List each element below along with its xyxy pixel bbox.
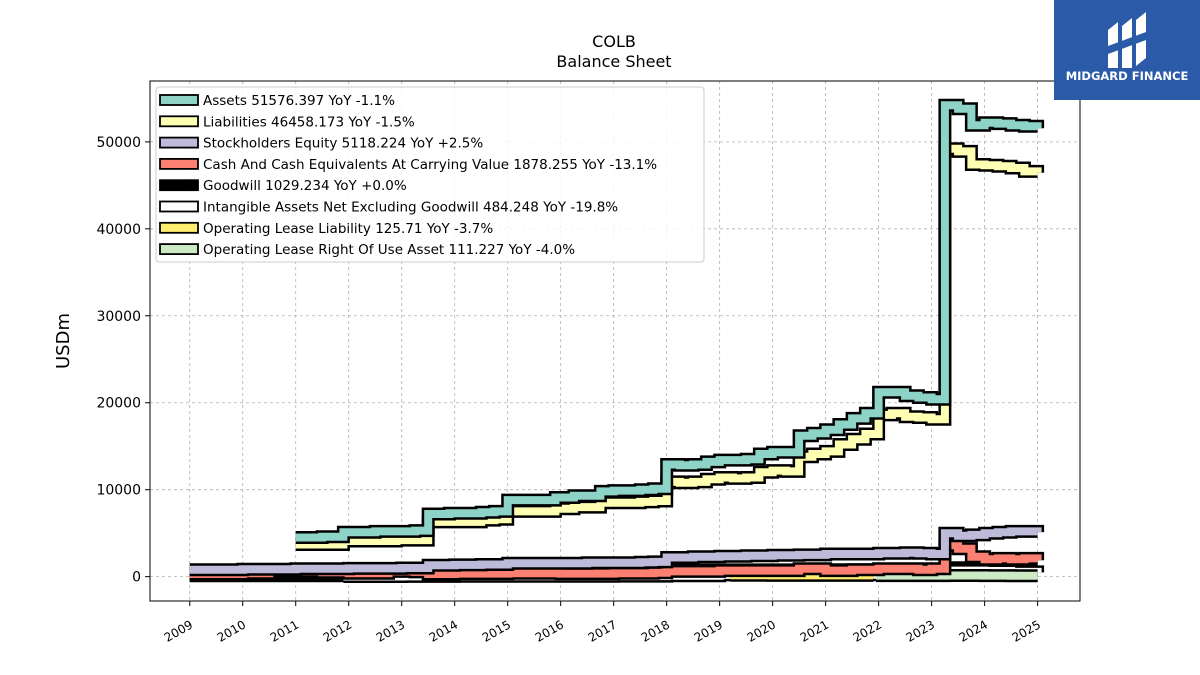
y-axis-ticks: 0 10000 20000 30000 40000 50000 [96,135,150,586]
series-line [189,527,1042,574]
x-tick-label: 2010 [215,617,248,644]
y-tick-label: 0 [132,570,141,586]
x-tick-label: 2011 [268,617,301,644]
legend-swatch [159,221,199,234]
x-axis-ticks: 2009 2010 2011 2012 2013 2014 2015 2016 2017 2018… [162,601,1043,645]
legend: Assets 51576.397 YoY -1.1% Liabilities 46… [155,86,705,263]
plot-frame [149,80,1081,602]
legend-box [155,86,705,263]
legend-entry: Goodwill 1029.234 YoY +0.0% [203,178,407,194]
y-tick-label: 10000 [96,483,141,499]
x-tick-label: 2018 [639,617,672,644]
legend-swatch [159,115,199,128]
midgard-logo-icon [1108,12,1146,68]
x-tick-label: 2019 [692,617,725,644]
legend-entry: Operating Lease Right Of Use Asset 111.2… [203,242,575,258]
legend-swatch [159,136,199,149]
legend-swatch [159,243,199,256]
x-tick-label: 2023 [904,617,937,644]
legend-swatch [159,179,199,192]
x-tick-label: 2016 [533,617,566,644]
x-tick-label: 2012 [321,617,354,644]
chart-subtitle: Balance Sheet [556,52,671,71]
legend-swatch [159,200,199,213]
x-tick-label: 2017 [586,617,619,644]
chart-title: COLB [592,32,636,51]
y-tick-label: 30000 [96,309,141,325]
legend-entry: Assets 51576.397 YoY -1.1% [203,93,395,109]
brand-name: MIDGARD FINANCE [1065,69,1189,83]
series-lines [189,98,1045,583]
legend-entry: Intangible Assets Net Excluding Goodwill… [203,200,618,216]
legend-swatch [159,157,199,170]
y-tick-label: 20000 [96,396,141,412]
x-tick-label: 2021 [798,617,831,644]
legend-entry: Operating Lease Liability 125.71 YoY -3.… [203,221,493,237]
legend-entry: Stockholders Equity 5118.224 YoY +2.5% [203,136,483,152]
x-tick-label: 2024 [957,617,990,644]
x-tick-label: 2014 [427,617,460,644]
legend-entry: Cash And Cash Equivalents At Carrying Va… [203,157,657,173]
legend-entry: Liabilities 46458.173 YoY -1.5% [203,114,415,130]
legend-swatch [159,94,199,106]
x-tick-label: 2015 [480,617,513,644]
x-tick-label: 2025 [1010,617,1043,644]
series-line [295,101,1042,542]
y-axis-label: USDm [53,313,74,369]
brand-logo: MIDGARD FINANCE [1054,0,1200,100]
x-tick-label: 2009 [162,617,195,644]
y-tick-label: 40000 [96,222,141,238]
y-tick-label: 50000 [96,135,141,151]
x-tick-label: 2020 [745,617,778,644]
x-tick-label: 2022 [851,617,884,644]
x-tick-label: 2013 [374,617,407,644]
